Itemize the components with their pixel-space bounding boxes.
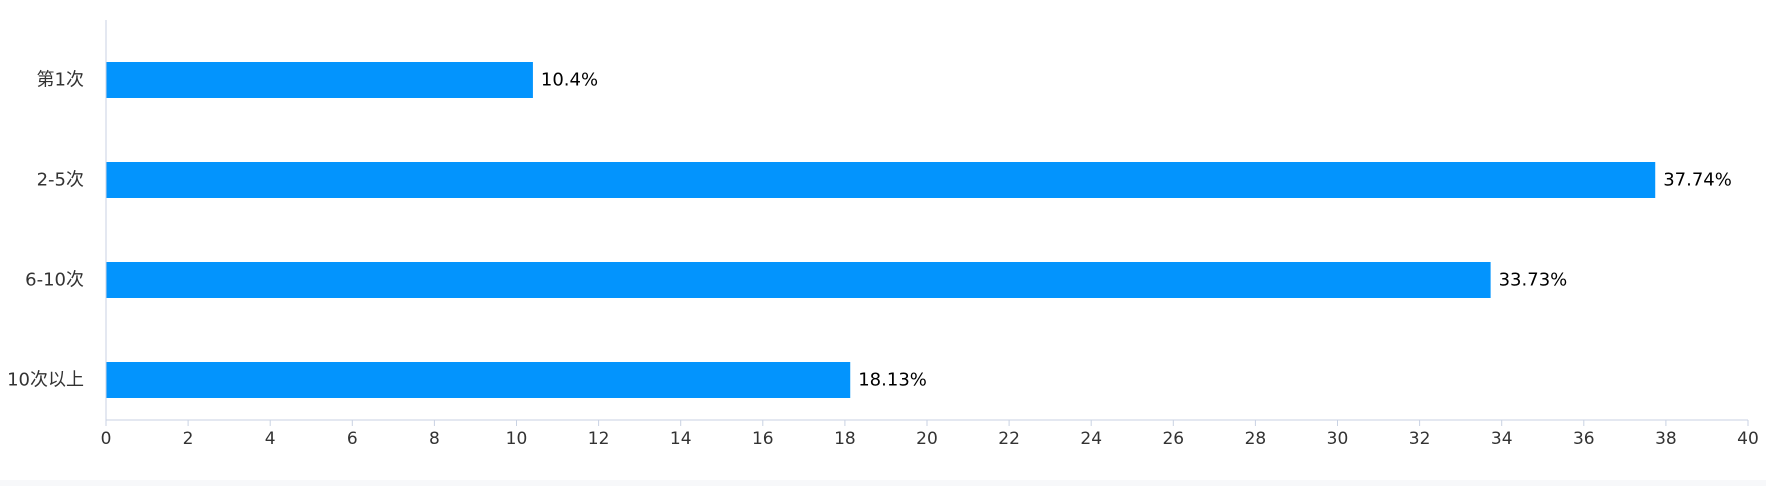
x-tick-label: 18 bbox=[834, 429, 856, 449]
x-tick-label: 8 bbox=[429, 429, 440, 449]
category-label: 2-5次 bbox=[37, 170, 84, 191]
x-tick-label: 12 bbox=[588, 429, 610, 449]
x-tick-label: 24 bbox=[1080, 429, 1102, 449]
x-tick-label: 30 bbox=[1327, 429, 1349, 449]
x-tick-label: 20 bbox=[916, 429, 938, 449]
bar bbox=[106, 62, 533, 98]
data-labels: 10.4% 37.74% 33.73% 18.13% bbox=[541, 70, 1732, 391]
category-label: 10次以上 bbox=[7, 370, 84, 391]
bar bbox=[106, 162, 1656, 198]
x-tick-label: 2 bbox=[183, 429, 194, 449]
x-tick-label: 36 bbox=[1573, 429, 1595, 449]
bar bbox=[106, 362, 851, 398]
category-label: 第1次 bbox=[37, 70, 84, 91]
x-tick-label: 26 bbox=[1162, 429, 1184, 449]
x-tick-label: 16 bbox=[752, 429, 774, 449]
data-label: 37.74% bbox=[1663, 170, 1732, 191]
x-tick-label: 32 bbox=[1409, 429, 1431, 449]
x-tick-label: 40 bbox=[1737, 429, 1759, 449]
data-label: 18.13% bbox=[858, 370, 927, 391]
x-tick-label: 14 bbox=[670, 429, 692, 449]
x-tick-label: 38 bbox=[1655, 429, 1677, 449]
x-tick-label: 22 bbox=[998, 429, 1020, 449]
x-tick-label: 10 bbox=[506, 429, 528, 449]
bars-group bbox=[106, 62, 1656, 398]
x-tick-label: 4 bbox=[265, 429, 276, 449]
x-tick-label: 6 bbox=[347, 429, 358, 449]
bar bbox=[106, 262, 1491, 298]
x-tick-label: 34 bbox=[1491, 429, 1513, 449]
x-tick-label: 0 bbox=[101, 429, 112, 449]
data-label: 33.73% bbox=[1499, 270, 1568, 291]
x-tick-label: 28 bbox=[1245, 429, 1267, 449]
category-labels: 第1次 2-5次 6-10次 10次以上 bbox=[7, 70, 84, 391]
x-axis: 0 2 4 6 8 10 12 14 16 18 20 22 24 26 28 30 32 34 36 38 40 bbox=[101, 419, 1759, 449]
category-label: 6-10次 bbox=[25, 270, 84, 291]
data-label: 10.4% bbox=[541, 70, 598, 91]
